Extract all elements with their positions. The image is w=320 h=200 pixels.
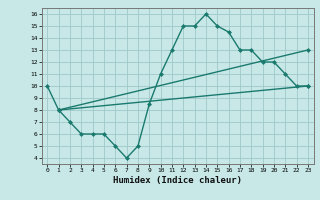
X-axis label: Humidex (Indice chaleur): Humidex (Indice chaleur) bbox=[113, 176, 242, 185]
